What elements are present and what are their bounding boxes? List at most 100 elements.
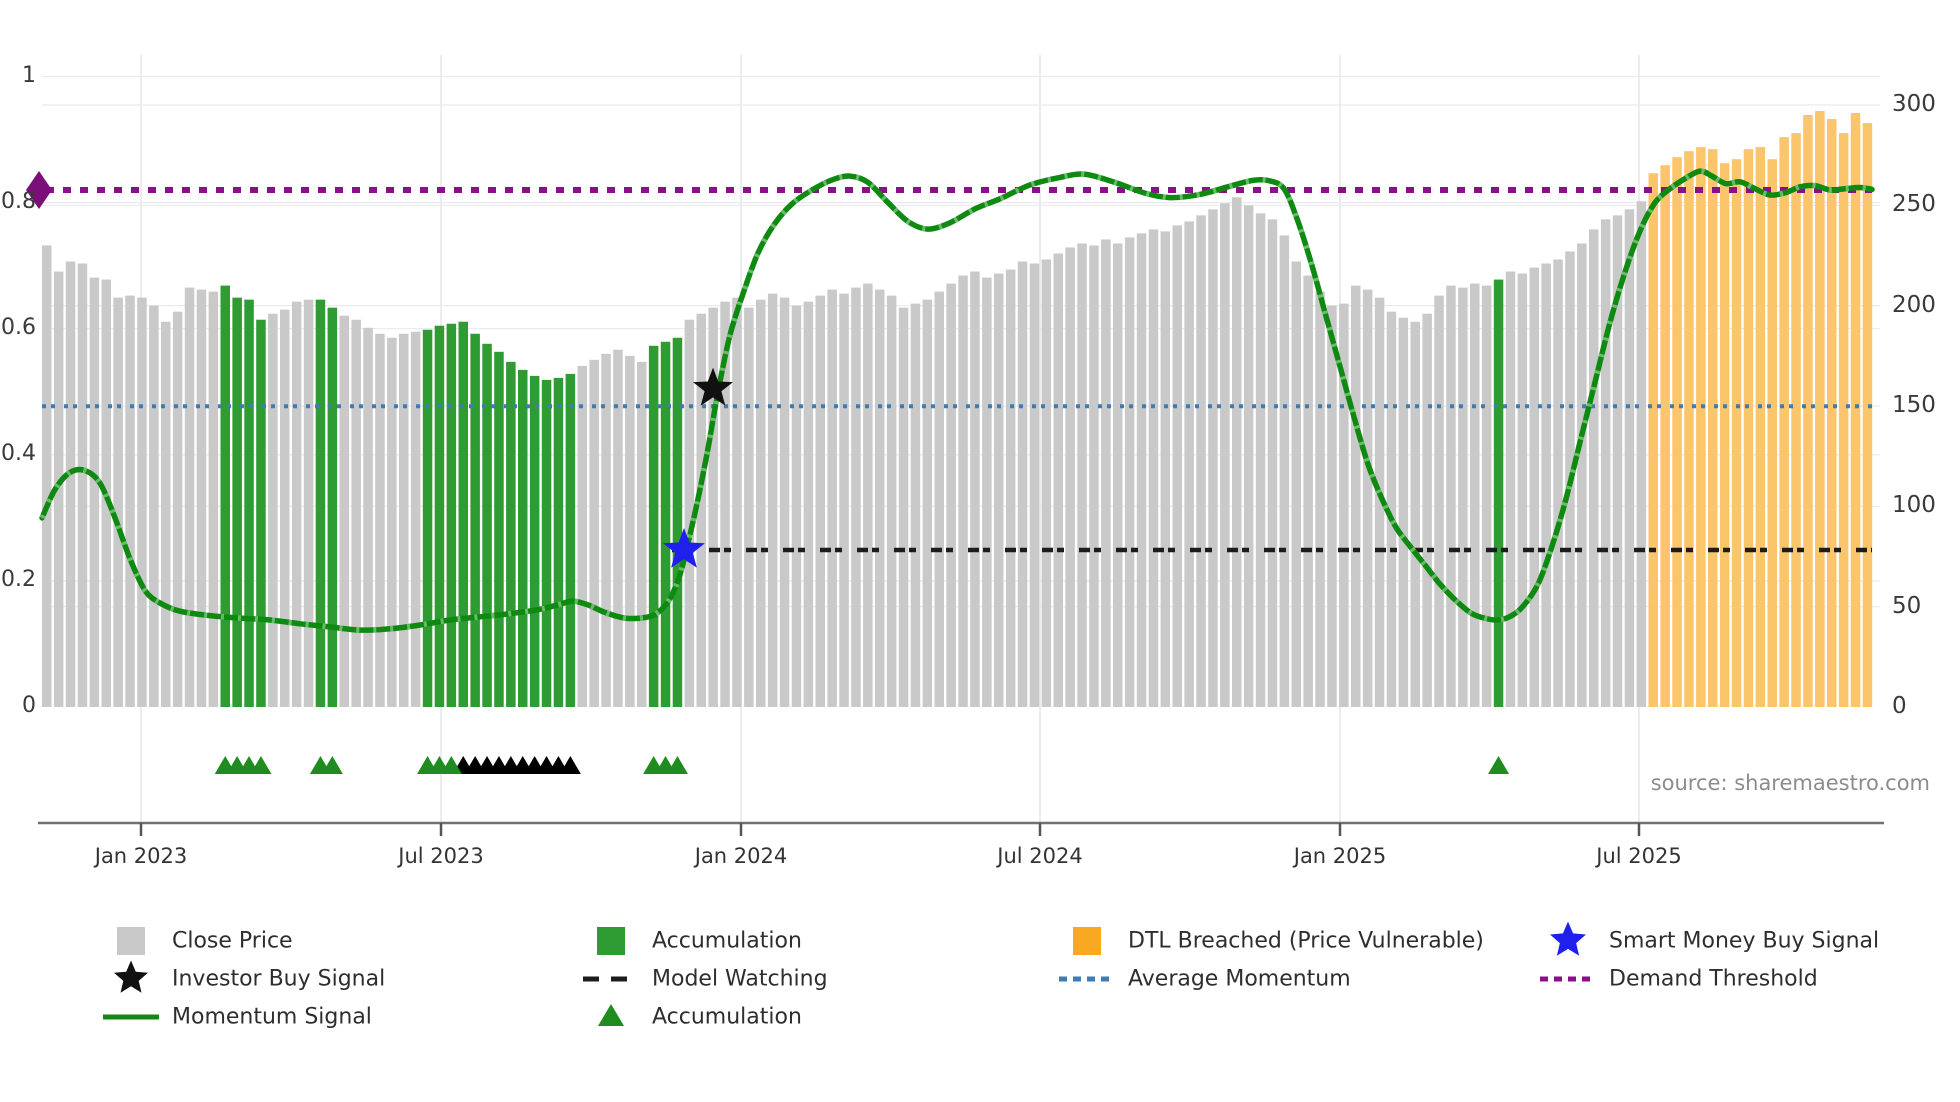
y-axis-right-tick-label: 300 <box>1892 90 1936 117</box>
close-price-bar <box>779 297 790 707</box>
accumulation-triangle-green-icon <box>321 756 343 774</box>
accumulation-bar <box>327 307 338 707</box>
close-price-bar <box>1636 201 1647 708</box>
close-price-bar <box>387 337 397 707</box>
y-axis-right-tick-label: 150 <box>1892 391 1936 418</box>
accumulation-bar <box>470 333 480 707</box>
accumulation-bar <box>256 319 266 707</box>
close-price-bar <box>1196 215 1206 707</box>
close-price-bar <box>1029 263 1040 707</box>
purple-dotted-line-icon <box>1540 976 1596 982</box>
close-price-bar <box>696 313 706 707</box>
momentum-line-icon <box>103 1014 159 1020</box>
y-axis-left-tick-label: 1 <box>22 62 36 88</box>
close-price-bar <box>375 333 385 707</box>
dashed-line-icon <box>583 976 639 982</box>
accumulation-bar <box>220 285 230 707</box>
accumulation-bar <box>446 323 457 707</box>
close-price-bar <box>1303 275 1313 707</box>
accumulation-triangle-green-icon <box>1488 756 1510 774</box>
dtl-breached-bar <box>1719 163 1730 707</box>
accumulation-bar <box>244 299 254 707</box>
close-price-bar <box>125 295 135 707</box>
close-price-bar <box>922 299 933 707</box>
close-price-bar <box>399 333 409 707</box>
legend-label: Investor Buy Signal <box>172 966 386 992</box>
close-price-bar <box>1386 311 1397 707</box>
close-price-bar <box>1612 215 1623 707</box>
close-price-bar <box>1505 271 1516 707</box>
x-axis-tick-label: Jan 2025 <box>1293 844 1387 868</box>
close-price-bar <box>744 307 754 707</box>
close-price-bar <box>1220 203 1230 707</box>
investor-buy-signal-star-icon <box>693 367 733 406</box>
close-price-bar <box>791 305 802 707</box>
close-price-bar <box>1517 273 1528 707</box>
close-price-bar <box>1255 213 1266 707</box>
legend-label: Momentum Signal <box>172 1004 372 1030</box>
accumulation-bar <box>434 325 445 707</box>
x-axis-tick-label: Jan 2023 <box>94 844 188 868</box>
legend-label: Accumulation <box>652 1004 802 1030</box>
close-price-bar <box>42 245 52 708</box>
accumulation-triangle-black-icon <box>559 756 581 774</box>
x-axis-tick-label: Jul 2024 <box>997 844 1083 868</box>
accumulation-bar <box>518 369 528 707</box>
close-price-bar <box>196 289 207 707</box>
close-price-bar <box>1148 229 1159 707</box>
dtl-breached-bar <box>1815 111 1825 707</box>
close-price-bar <box>1577 243 1587 707</box>
close-price-bar <box>1279 235 1290 707</box>
legend-label: Close Price <box>172 928 293 954</box>
dtl-breached-bar <box>1779 137 1789 708</box>
close-price-bar <box>886 295 897 707</box>
y-axis-right-tick-label: 50 <box>1892 592 1922 619</box>
dtl-breached-bar <box>1672 157 1682 708</box>
close-price-bar <box>1243 205 1254 707</box>
close-price-bar <box>827 289 837 707</box>
close-price-bar <box>268 313 278 707</box>
close-price-bar <box>851 287 861 707</box>
y-axis-left-tick-label: 0.6 <box>1 314 36 340</box>
close-price-bar <box>1374 297 1385 707</box>
close-price-bar <box>1160 231 1171 707</box>
close-price-bar <box>601 353 611 707</box>
close-price-bar <box>1398 317 1409 707</box>
x-axis-tick-label: Jan 2024 <box>694 844 788 868</box>
accumulation-bar <box>458 321 468 707</box>
close-price-bar <box>732 297 742 707</box>
close-price-bar <box>291 301 302 707</box>
dtl-breached-bar <box>1755 147 1766 707</box>
close-price-bar <box>208 291 219 707</box>
legend-label: DTL Breached (Price Vulnerable) <box>1128 928 1484 954</box>
close-price-bar <box>1184 221 1194 707</box>
accumulation-bar <box>529 375 540 707</box>
close-price-bar <box>863 283 873 707</box>
close-price-bar <box>898 307 909 707</box>
close-price-bar <box>161 321 171 707</box>
close-price-bar <box>1434 295 1444 707</box>
blue-star-icon <box>1550 921 1586 961</box>
demand-threshold-diamond-icon <box>26 170 52 209</box>
y-axis-right-tick-label: 0 <box>1892 693 1907 719</box>
close-price-bar <box>184 287 195 707</box>
accumulation-bar <box>660 341 671 707</box>
close-price-bar <box>970 271 980 707</box>
momentum-signal-line <box>39 168 1875 633</box>
legend-label: Demand Threshold <box>1609 966 1818 992</box>
close-price-bar <box>1124 237 1135 708</box>
dtl-breached-bar <box>1708 149 1718 708</box>
close-price-bar <box>363 327 373 707</box>
close-price-bar <box>1113 243 1123 707</box>
close-price-bar <box>839 293 849 707</box>
close-price-bar <box>113 297 123 707</box>
y-axis-left-tick-label: 0.4 <box>1 440 36 466</box>
close-price-bar <box>1291 261 1301 707</box>
close-price-bar <box>149 305 159 707</box>
close-price-bar <box>815 295 825 707</box>
close-price-bar <box>958 275 968 707</box>
dtl-breached-bar <box>1660 165 1670 708</box>
close-price-bar <box>1136 233 1147 707</box>
